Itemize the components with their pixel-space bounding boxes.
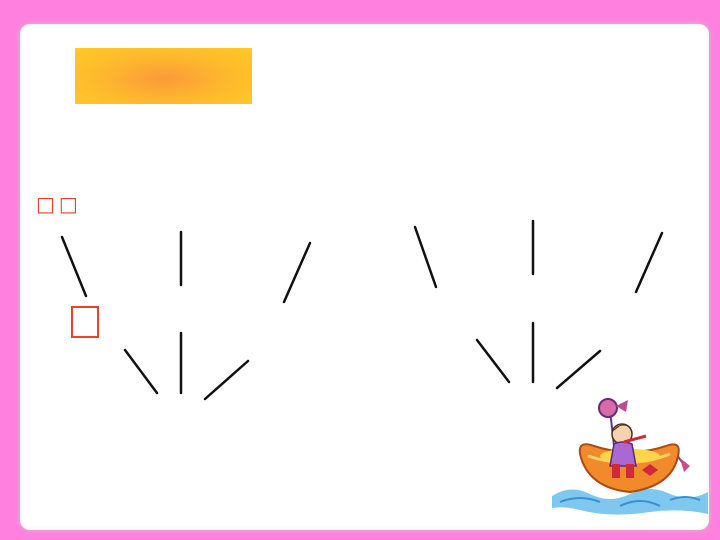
label-glyphs: □□ (36, 192, 82, 216)
line-left-lower-3 (203, 359, 250, 401)
line-right-lower-1 (475, 338, 511, 384)
girl-in-boat-clipart-icon (552, 398, 708, 515)
line-right-upper-1 (413, 225, 438, 289)
line-left-upper-3 (282, 241, 312, 304)
title-banner (75, 48, 252, 104)
line-left-upper-1 (60, 235, 88, 298)
answer-box (71, 306, 99, 338)
line-left-lower-1 (123, 348, 159, 395)
line-right-upper-3 (634, 231, 664, 294)
line-right-lower-3 (555, 349, 602, 390)
